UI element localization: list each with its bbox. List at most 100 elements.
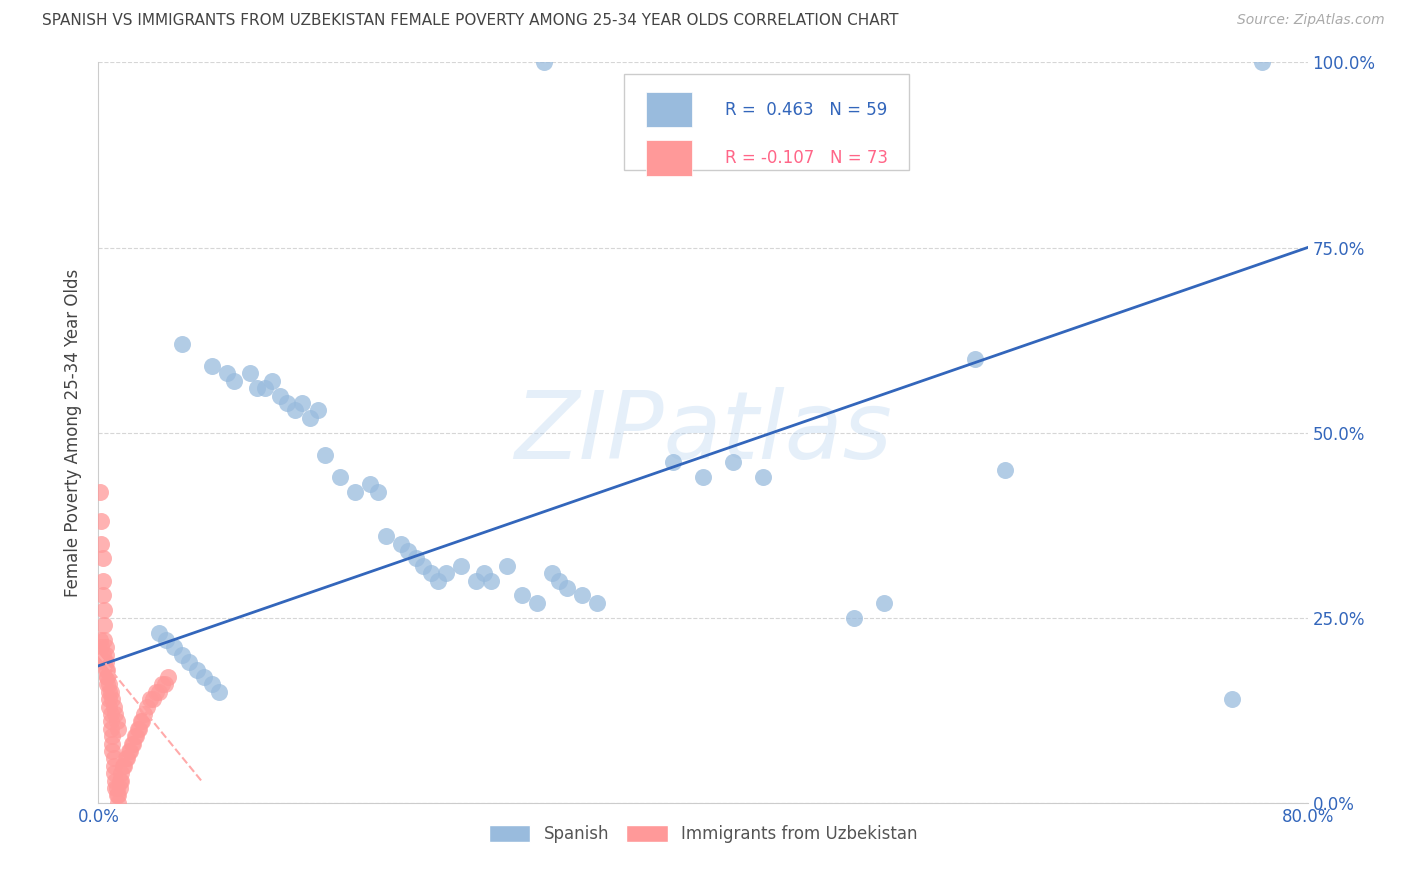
Point — [299, 410, 322, 425]
FancyBboxPatch shape — [624, 73, 908, 169]
Point — [111, 758, 134, 772]
Point — [98, 692, 121, 706]
Point — [115, 751, 138, 765]
Point — [121, 737, 143, 751]
Point — [153, 677, 176, 691]
Point — [208, 685, 231, 699]
Point — [101, 729, 124, 743]
Point — [90, 640, 112, 655]
Point — [661, 455, 683, 469]
Point — [284, 403, 307, 417]
Point — [100, 722, 122, 736]
Point — [193, 670, 215, 684]
Point — [98, 677, 121, 691]
Point — [555, 581, 578, 595]
Point — [107, 789, 129, 803]
Point — [420, 566, 443, 581]
Point — [367, 484, 389, 499]
Point — [96, 670, 118, 684]
Point — [89, 484, 111, 499]
Point — [104, 773, 127, 788]
Point — [101, 744, 124, 758]
Point — [94, 663, 117, 677]
Point — [93, 603, 115, 617]
Point — [344, 484, 367, 499]
Text: SPANISH VS IMMIGRANTS FROM UZBEKISTAN FEMALE POVERTY AMONG 25-34 YEAR OLDS CORRE: SPANISH VS IMMIGRANTS FROM UZBEKISTAN FE… — [42, 13, 898, 29]
Point — [307, 403, 329, 417]
Point — [110, 773, 132, 788]
Point — [360, 477, 382, 491]
Point — [105, 714, 128, 729]
Point — [125, 729, 148, 743]
Point — [269, 388, 291, 402]
Point — [427, 574, 450, 588]
Point — [465, 574, 488, 588]
Point — [105, 780, 128, 795]
Point — [145, 685, 167, 699]
FancyBboxPatch shape — [647, 92, 692, 128]
Point — [96, 677, 118, 691]
Point — [128, 722, 150, 736]
Point — [1220, 692, 1243, 706]
Point — [103, 751, 125, 765]
Point — [692, 470, 714, 484]
Point — [1251, 55, 1274, 70]
Point — [96, 670, 118, 684]
Point — [107, 796, 129, 810]
Point — [103, 766, 125, 780]
Point — [481, 574, 503, 588]
Point — [101, 737, 124, 751]
Point — [389, 536, 412, 550]
Point — [163, 640, 186, 655]
Point — [98, 685, 121, 699]
Point — [396, 544, 419, 558]
Point — [100, 685, 122, 699]
Point — [844, 610, 866, 624]
Point — [107, 722, 129, 736]
Point — [965, 351, 987, 366]
Point — [131, 714, 153, 729]
Point — [89, 632, 111, 647]
Point — [201, 677, 224, 691]
Point — [91, 574, 114, 588]
Point — [124, 729, 146, 743]
Point — [179, 655, 201, 669]
Point — [112, 758, 135, 772]
Point — [314, 448, 336, 462]
Point — [374, 529, 396, 543]
Point — [262, 374, 284, 388]
Point — [533, 55, 555, 70]
Point — [571, 589, 593, 603]
Point — [94, 648, 117, 662]
Point — [127, 722, 149, 736]
Point — [105, 789, 128, 803]
Point — [873, 596, 896, 610]
Point — [201, 359, 224, 373]
Legend: Spanish, Immigrants from Uzbekistan: Spanish, Immigrants from Uzbekistan — [482, 819, 924, 850]
Point — [93, 618, 115, 632]
Point — [170, 336, 193, 351]
Point — [291, 396, 314, 410]
Point — [148, 625, 170, 640]
Point — [548, 574, 571, 588]
Text: ZIPatlas: ZIPatlas — [515, 387, 891, 478]
Text: R =  0.463   N = 59: R = 0.463 N = 59 — [724, 101, 887, 119]
Point — [253, 381, 276, 395]
Point — [91, 648, 114, 662]
Point — [405, 551, 427, 566]
Point — [94, 640, 117, 655]
Point — [90, 515, 112, 529]
Point — [276, 396, 298, 410]
Text: R = -0.107   N = 73: R = -0.107 N = 73 — [724, 149, 887, 167]
Point — [246, 381, 269, 395]
Point — [132, 706, 155, 721]
Point — [101, 692, 124, 706]
Point — [110, 766, 132, 780]
Point — [186, 663, 208, 677]
Point — [156, 670, 179, 684]
Point — [103, 699, 125, 714]
Point — [104, 780, 127, 795]
Point — [93, 632, 115, 647]
Point — [450, 558, 472, 573]
Point — [723, 455, 745, 469]
